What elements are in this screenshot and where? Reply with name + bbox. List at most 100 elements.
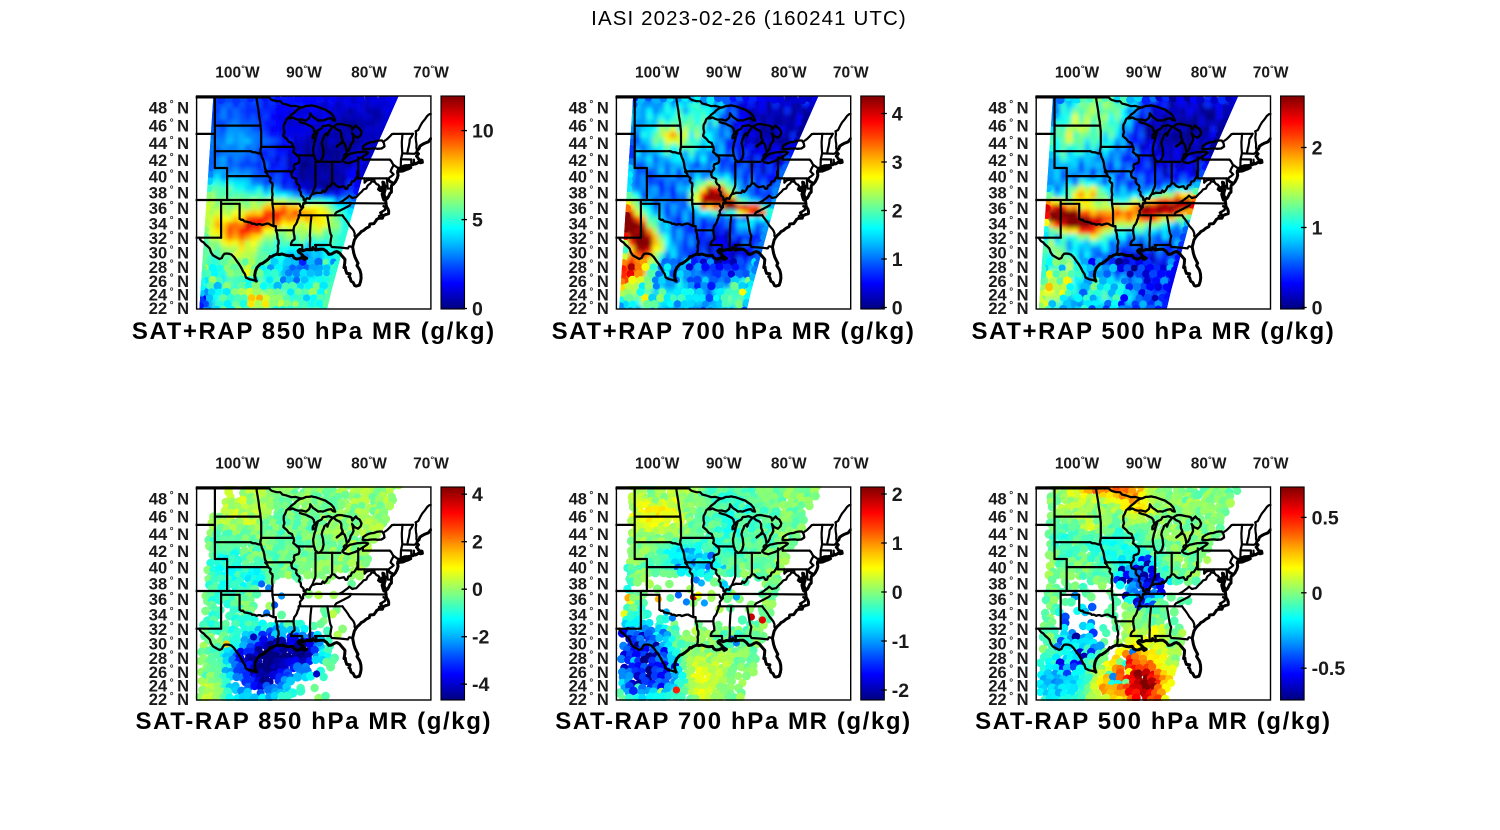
svg-text:30°N: 30 ° N	[149, 244, 189, 262]
svg-text:46°N: 46 ° N	[149, 117, 189, 135]
svg-text:46°N: 46 ° N	[569, 117, 609, 135]
svg-text:36°N: 36 ° N	[149, 200, 189, 218]
svg-text:100°W: 100°W	[215, 455, 260, 473]
svg-text:48°N: 48 ° N	[569, 490, 609, 508]
svg-text:26°N: 26 ° N	[569, 273, 609, 291]
svg-text:34°N: 34 ° N	[149, 215, 189, 233]
svg-text:-0.5: -0.5	[1312, 658, 1346, 680]
svg-text:100°W: 100°W	[635, 64, 680, 82]
svg-text:42°N: 42 ° N	[569, 543, 609, 561]
svg-text:40°N: 40 ° N	[988, 559, 1028, 577]
svg-text:42°N: 42 ° N	[149, 152, 189, 170]
svg-text:80°W: 80°W	[351, 64, 387, 82]
svg-text:4: 4	[472, 484, 483, 506]
svg-text:3: 3	[892, 152, 903, 174]
svg-text:38°N: 38 ° N	[569, 575, 609, 593]
svg-text:36°N: 36 ° N	[569, 591, 609, 609]
svg-text:2: 2	[1312, 138, 1323, 160]
svg-text:36°N: 36 ° N	[569, 200, 609, 218]
svg-text:34°N: 34 ° N	[149, 606, 189, 624]
svg-text:24°N: 24 ° N	[149, 677, 189, 695]
svg-text:44°N: 44 ° N	[569, 526, 609, 544]
svg-text:38°N: 38 ° N	[988, 184, 1028, 202]
svg-text:44°N: 44 ° N	[569, 135, 609, 153]
svg-text:44°N: 44 ° N	[988, 135, 1028, 153]
svg-text:32°N: 32 ° N	[149, 621, 189, 639]
svg-text:10: 10	[472, 121, 494, 143]
svg-text:90°W: 90°W	[706, 64, 742, 82]
svg-text:28°N: 28 ° N	[988, 650, 1028, 668]
svg-text:80°W: 80°W	[771, 455, 807, 473]
svg-text:30°N: 30 ° N	[569, 244, 609, 262]
svg-text:32°N: 32 ° N	[988, 621, 1028, 639]
svg-text:1: 1	[892, 533, 903, 555]
svg-text:28°N: 28 ° N	[569, 650, 609, 668]
svg-text:40°N: 40 ° N	[569, 559, 609, 577]
svg-text:100°W: 100°W	[635, 455, 680, 473]
svg-text:26°N: 26 ° N	[988, 273, 1028, 291]
svg-text:26°N: 26 ° N	[149, 664, 189, 682]
svg-text:48°N: 48 ° N	[988, 490, 1028, 508]
svg-text:2: 2	[892, 484, 903, 506]
svg-text:-4: -4	[472, 674, 489, 696]
svg-text:34°N: 34 ° N	[569, 606, 609, 624]
svg-text:0: 0	[892, 582, 903, 604]
svg-text:42°N: 42 ° N	[988, 543, 1028, 561]
svg-text:42°N: 42 ° N	[988, 152, 1028, 170]
svg-text:70°W: 70°W	[833, 455, 869, 473]
svg-text:2: 2	[892, 201, 903, 223]
svg-text:90°W: 90°W	[1126, 455, 1162, 473]
svg-text:0: 0	[1312, 298, 1323, 320]
svg-text:36°N: 36 ° N	[149, 591, 189, 609]
svg-text:80°W: 80°W	[1191, 455, 1227, 473]
svg-text:80°W: 80°W	[351, 455, 387, 473]
svg-text:0.5: 0.5	[1312, 507, 1339, 529]
svg-text:0: 0	[1312, 583, 1323, 605]
svg-text:SAT+RAP 500 hPa MR (g/kg): SAT+RAP 500 hPa MR (g/kg)	[971, 318, 1335, 345]
svg-text:0: 0	[472, 299, 483, 321]
svg-text:70°W: 70°W	[413, 455, 449, 473]
svg-text:46°N: 46 ° N	[988, 508, 1028, 526]
svg-text:42°N: 42 ° N	[569, 152, 609, 170]
svg-text:100°W: 100°W	[215, 64, 260, 82]
svg-text:5: 5	[472, 210, 483, 232]
svg-text:70°W: 70°W	[413, 64, 449, 82]
svg-text:22°N: 22 ° N	[988, 691, 1028, 709]
svg-text:42°N: 42 ° N	[149, 543, 189, 561]
svg-text:22°N: 22 ° N	[569, 691, 609, 709]
svg-text:40°N: 40 ° N	[988, 168, 1028, 186]
svg-text:40°N: 40 ° N	[149, 168, 189, 186]
svg-text:SAT-RAP 850 hPa MR (g/kg): SAT-RAP 850 hPa MR (g/kg)	[136, 708, 493, 735]
svg-text:48°N: 48 ° N	[149, 490, 189, 508]
svg-text:26°N: 26 ° N	[149, 273, 189, 291]
svg-text:90°W: 90°W	[706, 455, 742, 473]
svg-text:46°N: 46 ° N	[149, 508, 189, 526]
svg-text:36°N: 36 ° N	[988, 200, 1028, 218]
svg-text:90°W: 90°W	[286, 455, 322, 473]
svg-text:-1: -1	[892, 631, 909, 653]
svg-text:26°N: 26 ° N	[569, 664, 609, 682]
svg-text:SAT-RAP 700 hPa MR (g/kg): SAT-RAP 700 hPa MR (g/kg)	[555, 708, 912, 735]
svg-text:28°N: 28 ° N	[149, 259, 189, 277]
svg-text:SAT+RAP 700 hPa MR (g/kg): SAT+RAP 700 hPa MR (g/kg)	[552, 318, 916, 345]
svg-text:-2: -2	[892, 680, 909, 702]
svg-text:80°W: 80°W	[1191, 64, 1227, 82]
svg-text:26°N: 26 ° N	[988, 664, 1028, 682]
svg-text:44°N: 44 ° N	[988, 526, 1028, 544]
svg-text:44°N: 44 ° N	[149, 526, 189, 544]
svg-text:24°N: 24 ° N	[988, 677, 1028, 695]
svg-text:40°N: 40 ° N	[569, 168, 609, 186]
svg-text:80°W: 80°W	[771, 64, 807, 82]
svg-text:36°N: 36 ° N	[988, 591, 1028, 609]
svg-text:22°N: 22 ° N	[149, 300, 189, 318]
svg-text:22°N: 22 ° N	[988, 300, 1028, 318]
svg-text:100°W: 100°W	[1055, 64, 1100, 82]
svg-text:34°N: 34 ° N	[569, 215, 609, 233]
svg-text:46°N: 46 ° N	[988, 117, 1028, 135]
svg-text:28°N: 28 ° N	[149, 650, 189, 668]
svg-text:90°W: 90°W	[1126, 64, 1162, 82]
svg-text:SAT-RAP 500 hPa MR (g/kg): SAT-RAP 500 hPa MR (g/kg)	[975, 708, 1332, 735]
svg-text:38°N: 38 ° N	[149, 184, 189, 202]
svg-text:46°N: 46 ° N	[569, 508, 609, 526]
svg-text:30°N: 30 ° N	[988, 635, 1028, 653]
